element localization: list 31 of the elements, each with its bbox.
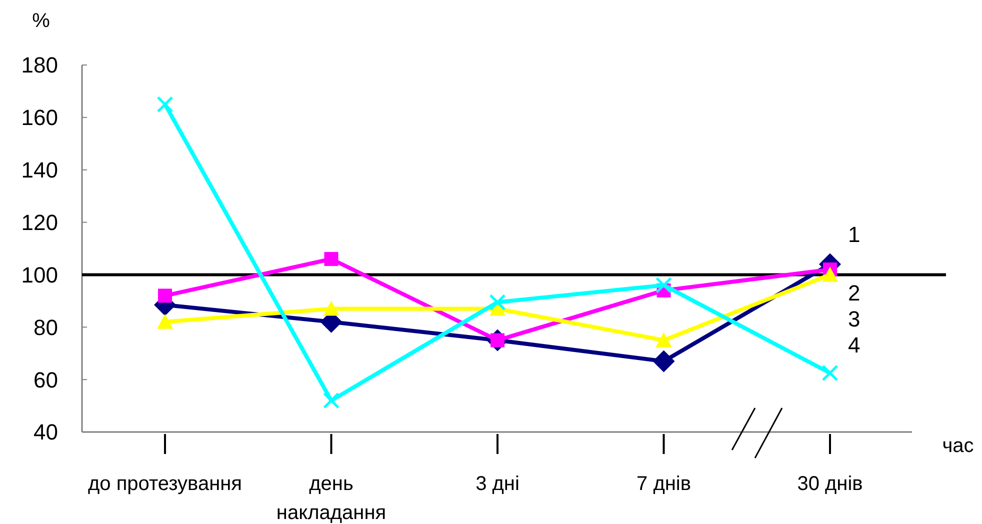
y-tick-label: 80: [34, 314, 58, 340]
point: [822, 364, 838, 382]
point: [656, 276, 672, 294]
y-tick-label: 60: [34, 367, 58, 392]
series-label: 1: [848, 222, 860, 247]
x-tick-label: 7 днів: [636, 473, 691, 495]
point: [156, 96, 174, 113]
series-label: 4: [848, 332, 860, 358]
point: [323, 392, 340, 409]
x-axis-title: час: [942, 435, 974, 457]
point: [324, 252, 338, 266]
point: [652, 350, 675, 372]
point: [656, 332, 672, 348]
series-label: 2: [848, 280, 860, 306]
x-tick-label: 30 днів: [797, 473, 863, 495]
x-tick-label: 3 дні: [476, 473, 520, 495]
y-tick-label: 100: [21, 262, 58, 288]
point: [822, 266, 838, 282]
x-tick-label: до протезування: [88, 473, 242, 495]
x-tick-label: день накладання: [276, 473, 386, 524]
point: [158, 288, 172, 303]
y-tick-label: 120: [21, 210, 58, 235]
y-axis-title: %: [32, 10, 50, 32]
point: [157, 314, 173, 329]
y-tick-label: 140: [21, 158, 58, 183]
series-label: 3: [848, 306, 860, 332]
y-tick-label: 160: [21, 105, 58, 130]
y-tick-label: 40: [34, 420, 58, 445]
point: [323, 300, 340, 316]
y-tick-label: 180: [21, 52, 58, 78]
point: [489, 294, 506, 310]
